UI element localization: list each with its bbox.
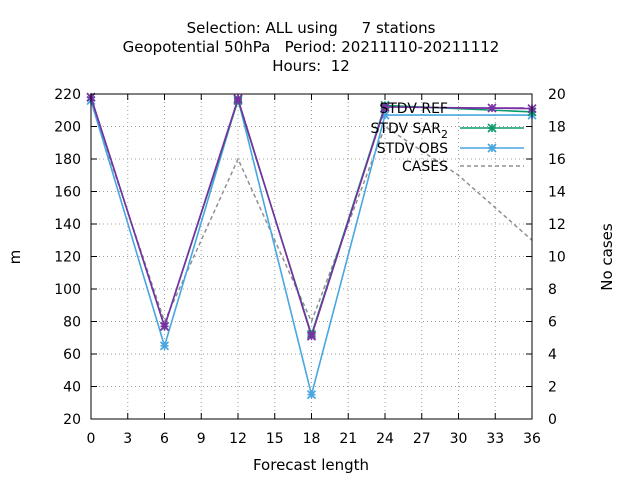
legend-entry: STDV SAR2: [371, 121, 524, 141]
y-axis-ticks: 20 40 60 80 100 120 140 160 180 200 220: [54, 87, 97, 428]
y-tick-label: 140: [54, 217, 81, 233]
y2-tick-label: 2: [548, 380, 557, 396]
series: [86, 92, 537, 400]
legend-label: STDV OBS: [377, 141, 448, 157]
y-tick-label: 20: [63, 412, 81, 428]
y-tick-label: 40: [63, 380, 81, 396]
y-tick-label: 220: [54, 87, 81, 103]
x-tick-label: 18: [303, 431, 321, 447]
data-point: [487, 143, 497, 153]
y-tick-label: 100: [54, 282, 81, 298]
chart-title: Selection: ALL using 7 stationsGeopotent…: [123, 19, 500, 75]
series-line-stdv-ref: [90, 96, 533, 339]
series-line-stdv-obs: [90, 95, 532, 395]
x-axis-ticks: 0 3 6 9 12 15 18 21 24 27 30 33 36: [87, 94, 541, 447]
data-point: [233, 94, 243, 104]
y2-tick-label: 16: [548, 152, 566, 168]
x-tick-label: 6: [160, 431, 169, 447]
x-tick-label: 24: [376, 431, 394, 447]
x-tick-label: 30: [450, 431, 468, 447]
legend-entry: CASES: [402, 159, 524, 175]
y2-tick-label: 4: [548, 347, 557, 363]
x-tick-label: 9: [197, 431, 206, 447]
y2-tick-label: 18: [548, 120, 566, 136]
legend-entry: STDV REF: [379, 101, 524, 117]
plot-frame: [90, 93, 533, 420]
data-point: [487, 103, 497, 113]
y2-tick-label: 20: [548, 87, 566, 103]
y2-axis-ticks: 0 2 4 6 8 10 12 14 16 18 20: [526, 87, 566, 428]
x-tick-label: 33: [486, 431, 504, 447]
title-line: Hours: 12: [272, 57, 350, 75]
data-point: [306, 390, 317, 400]
x-tick-label: 21: [339, 431, 357, 447]
y-tick-label: 60: [63, 347, 81, 363]
series-line-cases: [90, 101, 533, 324]
x-tick-label: 27: [413, 431, 431, 447]
y-tick-label: 160: [54, 185, 81, 201]
data-point: [380, 102, 390, 112]
y2-tick-label: 10: [548, 250, 566, 266]
data-point: [159, 321, 170, 331]
data-point: [306, 331, 317, 341]
x-tick-label: 0: [87, 431, 96, 447]
y-axis-label: m: [6, 250, 24, 265]
x-axis-label: Forecast length: [253, 456, 369, 474]
x-tick-label: 15: [266, 431, 284, 447]
y2-tick-label: 14: [548, 185, 566, 201]
legend-entry: STDV OBS: [377, 141, 524, 157]
title-line: Geopotential 50hPa Period: 20211110-2021…: [123, 38, 500, 56]
x-tick-label: 36: [523, 431, 541, 447]
y2-tick-label: 0: [548, 412, 557, 428]
y2-axis-label: No cases: [598, 223, 616, 291]
y2-tick-label: 8: [548, 282, 557, 298]
legend-label: STDV REF: [379, 101, 448, 117]
y-tick-label: 200: [54, 120, 81, 136]
legend-label: STDV SAR2: [371, 121, 448, 141]
x-tick-label: 3: [123, 431, 132, 447]
legend-label: CASES: [402, 159, 448, 175]
y-tick-label: 80: [63, 315, 81, 331]
data-point: [159, 341, 170, 351]
y2-tick-label: 6: [548, 315, 557, 331]
y-tick-label: 120: [54, 250, 81, 266]
x-tick-label: 12: [229, 431, 247, 447]
grid: [91, 94, 532, 419]
data-point: [487, 123, 497, 133]
y2-tick-label: 12: [548, 217, 566, 233]
y-tick-label: 180: [54, 152, 81, 168]
title-line: Selection: ALL using 7 stations: [187, 19, 436, 37]
